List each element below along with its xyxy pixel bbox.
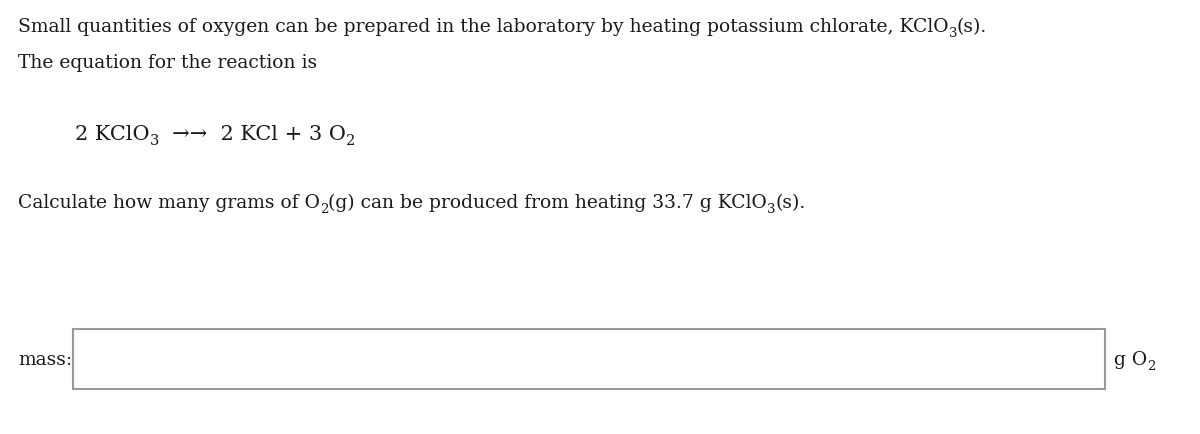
Text: Small quantities of oxygen can be prepared in the laboratory by heating potassiu: Small quantities of oxygen can be prepar… — [18, 18, 948, 36]
Text: (s).: (s). — [958, 18, 988, 36]
Text: mass:: mass: — [18, 350, 72, 368]
Text: 2: 2 — [320, 203, 329, 216]
Text: Calculate how many grams of O: Calculate how many grams of O — [18, 194, 320, 211]
Text: 3: 3 — [150, 134, 158, 148]
Text: 2 KClO: 2 KClO — [74, 125, 150, 144]
Text: 3: 3 — [767, 203, 775, 216]
Text: →→  2 KCl + 3 O: →→ 2 KCl + 3 O — [158, 125, 346, 144]
Text: g O: g O — [1114, 350, 1147, 368]
Text: (s).: (s). — [775, 194, 805, 211]
Text: The equation for the reaction is: The equation for the reaction is — [18, 54, 317, 72]
Text: 2: 2 — [1147, 359, 1156, 372]
Text: 2: 2 — [346, 134, 355, 148]
Text: (g) can be produced from heating 33.7 g KClO: (g) can be produced from heating 33.7 g … — [329, 193, 767, 211]
Text: 3: 3 — [948, 27, 958, 40]
